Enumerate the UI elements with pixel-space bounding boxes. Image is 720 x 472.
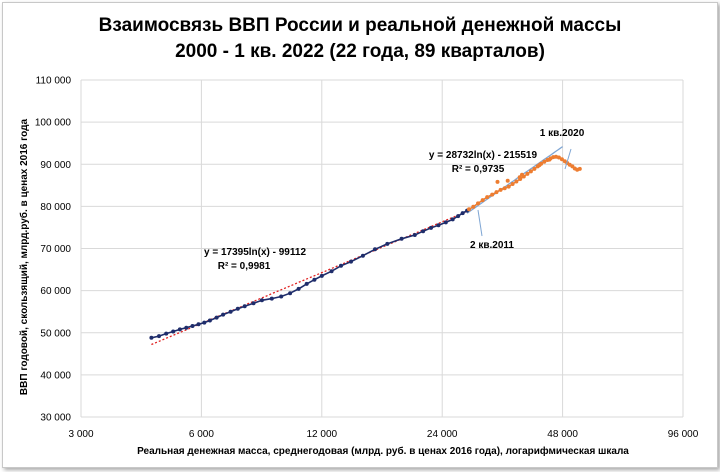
x-tick-label: 12 000 (307, 429, 338, 440)
series-point-2000-2011 (171, 329, 176, 334)
series-point-2000-2011 (202, 320, 207, 325)
x-tick-label: 24 000 (427, 429, 458, 440)
series-point-2000-2011 (329, 269, 334, 274)
series-point-2000-2011 (251, 301, 256, 306)
series-point-2011-2022 (467, 207, 471, 212)
y-tick-label: 70 000 (40, 244, 71, 255)
series-point-2000-2011 (184, 325, 189, 330)
y-tick-label: 100 000 (35, 118, 72, 129)
tick-labels: 3 000 6 000 12 000 24 000 48 000 96 000 30 000… (35, 76, 699, 441)
x-axis-label: Реальная денежная масса, среднегодовая (… (137, 445, 629, 457)
series-point-2011-2022 (514, 179, 519, 184)
series-point-2011-2022 (559, 157, 564, 162)
series-point-2011-2022 (502, 186, 507, 191)
series-point-2000-2011 (450, 217, 455, 222)
series-point-2000-2011 (456, 214, 461, 219)
series-point-2000-2011 (436, 223, 441, 228)
trend-1-equation: y = 17395ln(x) - 99112 (204, 247, 306, 258)
series-point-2011-2022 (490, 192, 495, 197)
series-point-2011-2022 (485, 195, 490, 200)
series-point-2011-2022 (525, 171, 530, 176)
series-point-2000-2011 (149, 335, 154, 340)
trend-2-equation: y = 28732ln(x) - 215519 (429, 150, 538, 161)
series-point-2011-2022 (577, 166, 582, 171)
series-point-2011-2022 (495, 179, 500, 184)
series-point-2000-2011 (443, 220, 448, 225)
chart-title: Взаимосвязь ВВП России и реальной денежн… (99, 15, 622, 36)
series-point-2011-2022 (542, 159, 547, 164)
y-tick-label: 60 000 (40, 286, 71, 297)
series-point-2000-2011 (288, 291, 293, 296)
series-point-2000-2011 (279, 294, 284, 299)
chart-subtitle: 2000 - 1 кв. 2022 (22 года, 89 кварталов… (175, 41, 545, 62)
series-point-2000-2011 (207, 318, 212, 323)
series-point-2000-2011 (269, 296, 274, 301)
x-tick-label: 3 000 (68, 429, 93, 440)
series-point-2000-2011 (177, 327, 182, 332)
series-point-2000-2011 (190, 324, 195, 328)
series-point-2011-2022 (494, 190, 499, 195)
trend-1-r2: R² = 0,9981 (218, 261, 271, 272)
series-point-2011-2022 (547, 157, 552, 162)
series-point-2011-2022 (498, 187, 503, 192)
series-point-2000-2011 (157, 334, 161, 339)
series-point-2000-2011 (421, 229, 426, 234)
trend-2-r2: R² = 0,9735 (452, 164, 505, 175)
annotation-2011: 2 кв.2011 (470, 240, 514, 251)
annotation-2020: 1 кв.2020 (540, 128, 585, 139)
series-point-2000-2011 (412, 233, 417, 237)
series-point-2011-2022 (505, 178, 510, 183)
x-tick-label: 96 000 (668, 429, 699, 440)
series-point-2000-2011 (242, 304, 247, 309)
grid (80, 79, 684, 418)
series-point-2011-2022 (528, 169, 533, 174)
series-point-2000-2011 (373, 247, 377, 252)
series-point-2000-2011 (349, 259, 353, 264)
series-point-2000-2011 (196, 322, 201, 327)
series-point-2000-2011 (296, 286, 301, 291)
series (149, 154, 582, 340)
y-tick-label: 40 000 (40, 370, 71, 381)
series-point-2000-2011 (360, 253, 365, 258)
series-point-2000-2011 (399, 236, 404, 241)
series-point-2000-2011 (319, 273, 324, 278)
series-point-2011-2022 (520, 172, 524, 177)
series-point-2000-2011 (385, 241, 390, 246)
series-line-2000-2011 (151, 209, 468, 339)
series-point-2011-2022 (537, 163, 542, 168)
series-point-2011-2022 (532, 166, 537, 171)
y-tick-label: 110 000 (36, 76, 72, 87)
series-point-2000-2011 (312, 277, 317, 282)
x-tick-label: 6 000 (189, 429, 214, 440)
series-point-2000-2011 (235, 306, 240, 311)
series-point-2011-2022 (506, 184, 511, 189)
series-point-2000-2011 (259, 298, 264, 303)
series-point-2000-2011 (429, 225, 433, 230)
series-point-2000-2011 (228, 309, 233, 314)
series-point-2000-2011 (304, 281, 309, 286)
series-point-2000-2011 (460, 211, 465, 216)
series-point-2011-2022 (556, 155, 561, 160)
annotation-2020-leader (564, 148, 572, 170)
series-point-2011-2022 (476, 201, 480, 206)
series-point-2011-2022 (510, 182, 515, 186)
series-point-2000-2011 (214, 315, 219, 320)
series-point-2011-2022 (480, 198, 485, 203)
y-tick-label: 50 000 (40, 328, 71, 339)
y-tick-label: 90 000 (40, 160, 71, 171)
x-tick-label: 48 000 (547, 429, 578, 440)
annotation-2011-leader (477, 209, 483, 237)
series-point-2011-2022 (471, 204, 476, 209)
y-axis-label: ВВП годовой, скользящий, млрд.руб. в цен… (18, 119, 30, 396)
series-point-2000-2011 (339, 263, 343, 268)
y-tick-label: 30 000 (40, 413, 71, 424)
chart-svg: Взаимосвязь ВВП России и реальной денежн… (18, 15, 699, 457)
y-tick-label: 80 000 (40, 202, 71, 213)
series-point-2000-2011 (164, 331, 169, 336)
series-point-2000-2011 (221, 312, 226, 317)
